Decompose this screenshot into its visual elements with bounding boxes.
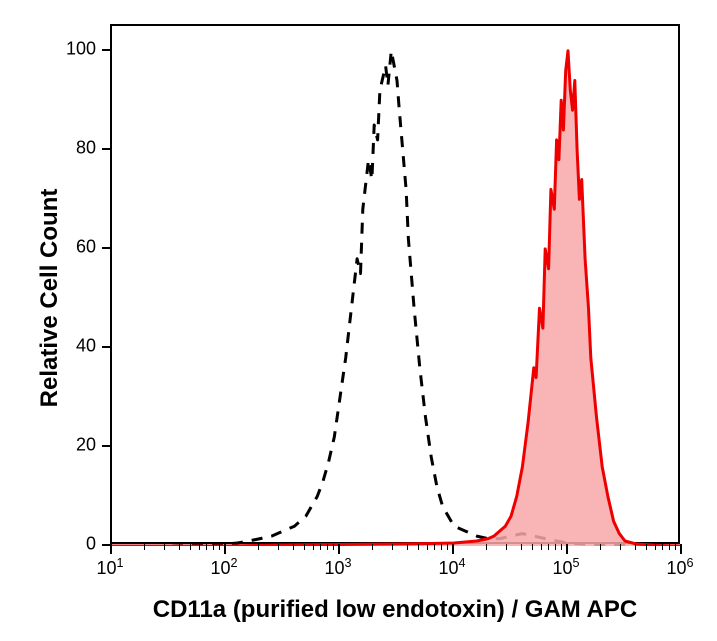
y-tick-label: 60 <box>52 236 96 257</box>
x-tick-minor <box>219 544 220 550</box>
x-tick-major <box>224 544 226 554</box>
x-tick-minor <box>646 544 647 550</box>
x-tick-minor <box>313 544 314 550</box>
x-tick-major <box>680 544 682 554</box>
x-tick-minor <box>304 544 305 550</box>
x-tick-minor <box>278 544 279 550</box>
x-tick-label: 106 <box>666 556 693 579</box>
y-tick <box>102 346 110 348</box>
x-tick-minor <box>179 544 180 550</box>
x-tick-label: 101 <box>96 556 123 579</box>
x-tick-minor <box>521 544 522 550</box>
x-tick-label: 104 <box>438 556 465 579</box>
x-tick-minor <box>555 544 556 550</box>
x-tick-major <box>452 544 454 554</box>
y-tick <box>102 247 110 249</box>
y-tick-label: 20 <box>52 434 96 455</box>
x-tick-major <box>338 544 340 554</box>
x-tick-minor <box>199 544 200 550</box>
histogram-svg <box>112 26 682 546</box>
x-tick-minor <box>427 544 428 550</box>
x-tick-minor <box>635 544 636 550</box>
x-tick-minor <box>675 544 676 550</box>
x-tick-minor <box>392 544 393 550</box>
x-tick-minor <box>293 544 294 550</box>
x-tick-minor <box>190 544 191 550</box>
x-tick-minor <box>447 544 448 550</box>
x-tick-minor <box>655 544 656 550</box>
x-tick-minor <box>327 544 328 550</box>
x-tick-minor <box>532 544 533 550</box>
flow-cytometry-histogram: Relative Cell Count CD11a (purified low … <box>0 0 717 641</box>
x-tick-minor <box>434 544 435 550</box>
x-tick-minor <box>144 544 145 550</box>
y-axis-label: Relative Cell Count <box>36 168 64 428</box>
x-tick-minor <box>418 544 419 550</box>
x-tick-minor <box>541 544 542 550</box>
x-tick-minor <box>669 544 670 550</box>
x-tick-minor <box>441 544 442 550</box>
x-tick-minor <box>486 544 487 550</box>
y-tick <box>102 49 110 51</box>
x-axis-label: CD11a (purified low endotoxin) / GAM APC <box>110 596 680 624</box>
x-tick-label: 102 <box>210 556 237 579</box>
x-tick-label: 105 <box>552 556 579 579</box>
x-tick-minor <box>561 544 562 550</box>
x-tick-minor <box>333 544 334 550</box>
y-tick-label: 40 <box>52 335 96 356</box>
x-tick-minor <box>600 544 601 550</box>
y-tick <box>102 445 110 447</box>
x-tick-major <box>110 544 112 554</box>
x-tick-minor <box>506 544 507 550</box>
plot-area <box>110 24 680 544</box>
y-tick-label: 0 <box>52 534 96 555</box>
x-tick-minor <box>372 544 373 550</box>
x-tick-minor <box>620 544 621 550</box>
x-tick-minor <box>662 544 663 550</box>
x-tick-minor <box>206 544 207 550</box>
x-tick-minor <box>258 544 259 550</box>
x-tick-major <box>566 544 568 554</box>
x-tick-minor <box>407 544 408 550</box>
y-tick <box>102 544 110 546</box>
x-tick-minor <box>164 544 165 550</box>
x-tick-minor <box>213 544 214 550</box>
y-tick-label: 80 <box>52 137 96 158</box>
y-tick <box>102 148 110 150</box>
y-tick-label: 100 <box>52 38 96 59</box>
x-tick-minor <box>548 544 549 550</box>
x-tick-label: 103 <box>324 556 351 579</box>
x-tick-minor <box>320 544 321 550</box>
